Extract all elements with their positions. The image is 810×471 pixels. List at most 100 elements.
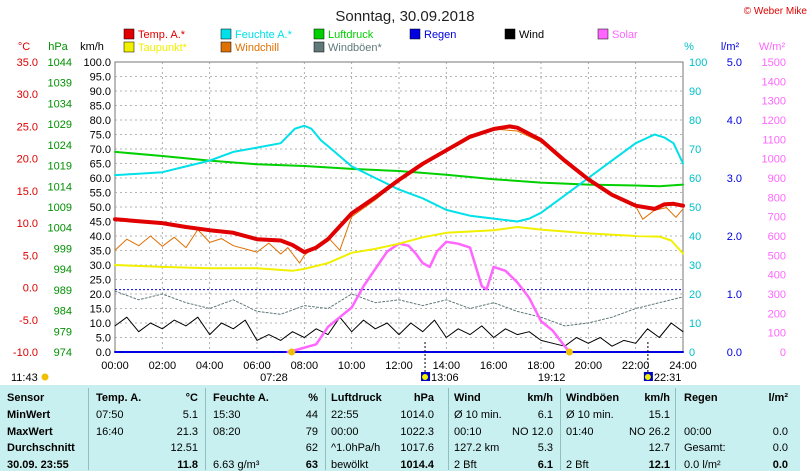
- kmh-tick-label: 85.0: [90, 101, 111, 113]
- kmh-tick-label: 50.0: [90, 202, 111, 214]
- stats-wind-time: Ø 10 min.: [454, 409, 502, 421]
- kmh-tick-label: 90.0: [90, 86, 111, 98]
- kmh-tick-label: 10.0: [90, 318, 111, 330]
- sun-icon: [41, 373, 49, 381]
- temp-tick-label: 10.0: [17, 218, 38, 230]
- kmh-tick-label: 15.0: [90, 304, 111, 316]
- time-tick-label: 14:00: [433, 360, 461, 372]
- kmh-tick-label: 25.0: [90, 275, 111, 287]
- stats-windboeen-time: 01:40: [566, 425, 594, 438]
- pct-tick-label: 100: [689, 57, 707, 69]
- time-tick-label: 16:00: [480, 360, 508, 372]
- temp-tick-label: 30.0: [17, 89, 38, 101]
- hpa-tick-label: 1029: [48, 119, 72, 131]
- series-line-feuchte-a: [114, 124, 684, 223]
- rain-tick-label: 2.0: [727, 231, 742, 243]
- solar-tick-label: 200: [768, 308, 786, 320]
- kmh-tick-label: 100.0: [83, 57, 111, 69]
- pct-tick-label: 40: [689, 231, 701, 243]
- stats-luftdruck-value: 1017.6: [400, 442, 434, 454]
- time-markers: 07:28 19:12 13:06 22:31 11:43: [11, 342, 681, 384]
- stats-luftdruck-time: bewölkt: [331, 458, 369, 471]
- solar-tick-label: 1300: [762, 96, 786, 108]
- stats-row-label: Durchschnitt: [7, 442, 75, 454]
- moon-marker-b-time: 22:31: [654, 372, 682, 384]
- kmh-tick-label: 65.0: [90, 159, 111, 171]
- stats-luftdruck-value: 1014.4: [400, 458, 434, 471]
- hpa-tick-label: 974: [54, 347, 72, 359]
- kmh-axis-unit: km/h: [80, 41, 104, 53]
- solar-tick-label: 1500: [762, 57, 786, 69]
- temp-tick-label: 0.0: [23, 283, 38, 295]
- stats-column-divider: [675, 388, 676, 470]
- pct-tick-label: 0: [689, 347, 695, 359]
- stats-header-regen: Regen: [684, 392, 718, 404]
- time-tick-label: 18:00: [527, 360, 555, 372]
- legend-label: Feuchte A.*: [235, 29, 293, 41]
- pct-tick-label: 30: [689, 260, 701, 272]
- stats-header-windboeen: Windböen: [566, 392, 620, 404]
- time-tick-label: 20:00: [575, 360, 603, 372]
- chart-axes: 35.0 30.0 25.0 20.0 15.0 10.0 5.0 0.0 -5.0 -10.0 1…: [13, 57, 786, 372]
- moon-icon: [422, 374, 429, 380]
- stats-temp-value: 5.1: [182, 409, 198, 421]
- series-line-wind: [114, 316, 684, 347]
- time-tick-label: 04:00: [196, 360, 224, 372]
- solar-tick-label: 700: [768, 212, 786, 224]
- pct-tick-label: 50: [689, 202, 701, 214]
- stats-regen-time: Gesamt:: [684, 442, 726, 454]
- hpa-axis-unit: hPa: [48, 41, 68, 53]
- temp-tick-label: 5.0: [23, 250, 38, 262]
- stats-header-luftdruck-unit: hPa: [413, 392, 434, 404]
- solar-tick-label: 800: [768, 192, 786, 204]
- legend-swatch: [409, 28, 421, 40]
- hpa-tick-label: 979: [54, 326, 72, 338]
- time-tick-label: 02:00: [149, 360, 177, 372]
- stats-feuchte-time: 08:20: [213, 425, 241, 438]
- stats-windboeen-value: 12.7: [648, 442, 670, 454]
- series-line-temp-a: [113, 124, 685, 255]
- hpa-tick-label: 1044: [48, 57, 72, 69]
- stats-feuchte-value: 63: [305, 458, 318, 471]
- stats-column-divider: [560, 388, 561, 470]
- rain-axis-unit: l/m²: [721, 41, 740, 53]
- stats-row-label: MinWert: [7, 409, 51, 421]
- solar-tick-label: 1400: [762, 76, 786, 88]
- sunset-marker-time: 19:12: [538, 372, 566, 384]
- stats-windboeen-value: NO 26.2: [629, 425, 670, 438]
- stats-column-divider: [88, 388, 89, 470]
- moon-marker-a-time: 13:06: [431, 372, 459, 384]
- legend-swatch: [123, 41, 135, 53]
- stats-temp-time: 07:50: [96, 409, 124, 421]
- stats-feuchte-value: 44: [305, 409, 318, 421]
- pct-tick-label: 80: [689, 115, 701, 127]
- hpa-tick-label: 1034: [48, 98, 72, 110]
- stats-header-luftdruck: Luftdruck: [331, 392, 382, 404]
- solar-tick-label: 600: [768, 231, 786, 243]
- legend-swatch: [220, 41, 232, 53]
- time-tick-label: 12:00: [385, 360, 413, 372]
- hpa-tick-label: 989: [54, 285, 72, 297]
- stats-wind-value: 5.3: [537, 442, 553, 454]
- legend-swatch: [123, 28, 135, 40]
- stats-header-wind-unit: km/h: [527, 392, 553, 404]
- stats-windboeen-time: Ø 10 min.: [566, 409, 614, 421]
- legend-swatch: [220, 28, 232, 40]
- stats-wind-value: 6.1: [537, 458, 553, 471]
- copyright-label: © Weber Mike: [744, 6, 808, 17]
- time-tick-label: 08:00: [291, 360, 319, 372]
- kmh-tick-label: 0.0: [96, 347, 111, 359]
- stats-header-temp: Temp. A.: [96, 392, 142, 404]
- stats-row-label: MaxWert: [7, 425, 53, 438]
- hpa-tick-label: 1009: [48, 202, 72, 214]
- pct-axis-unit: %: [684, 41, 694, 53]
- temp-tick-label: -5.0: [19, 315, 38, 327]
- kmh-tick-label: 30.0: [90, 260, 111, 272]
- hpa-tick-label: 984: [54, 306, 72, 318]
- solar-tick-label: 0: [780, 347, 786, 359]
- legend-swatch: [313, 28, 325, 40]
- kmh-tick-label: 45.0: [90, 217, 111, 229]
- stats-regen-value: 0.0: [772, 458, 788, 471]
- stats-temp-time: 16:40: [96, 425, 124, 438]
- current-time-label: 11:43: [11, 372, 38, 384]
